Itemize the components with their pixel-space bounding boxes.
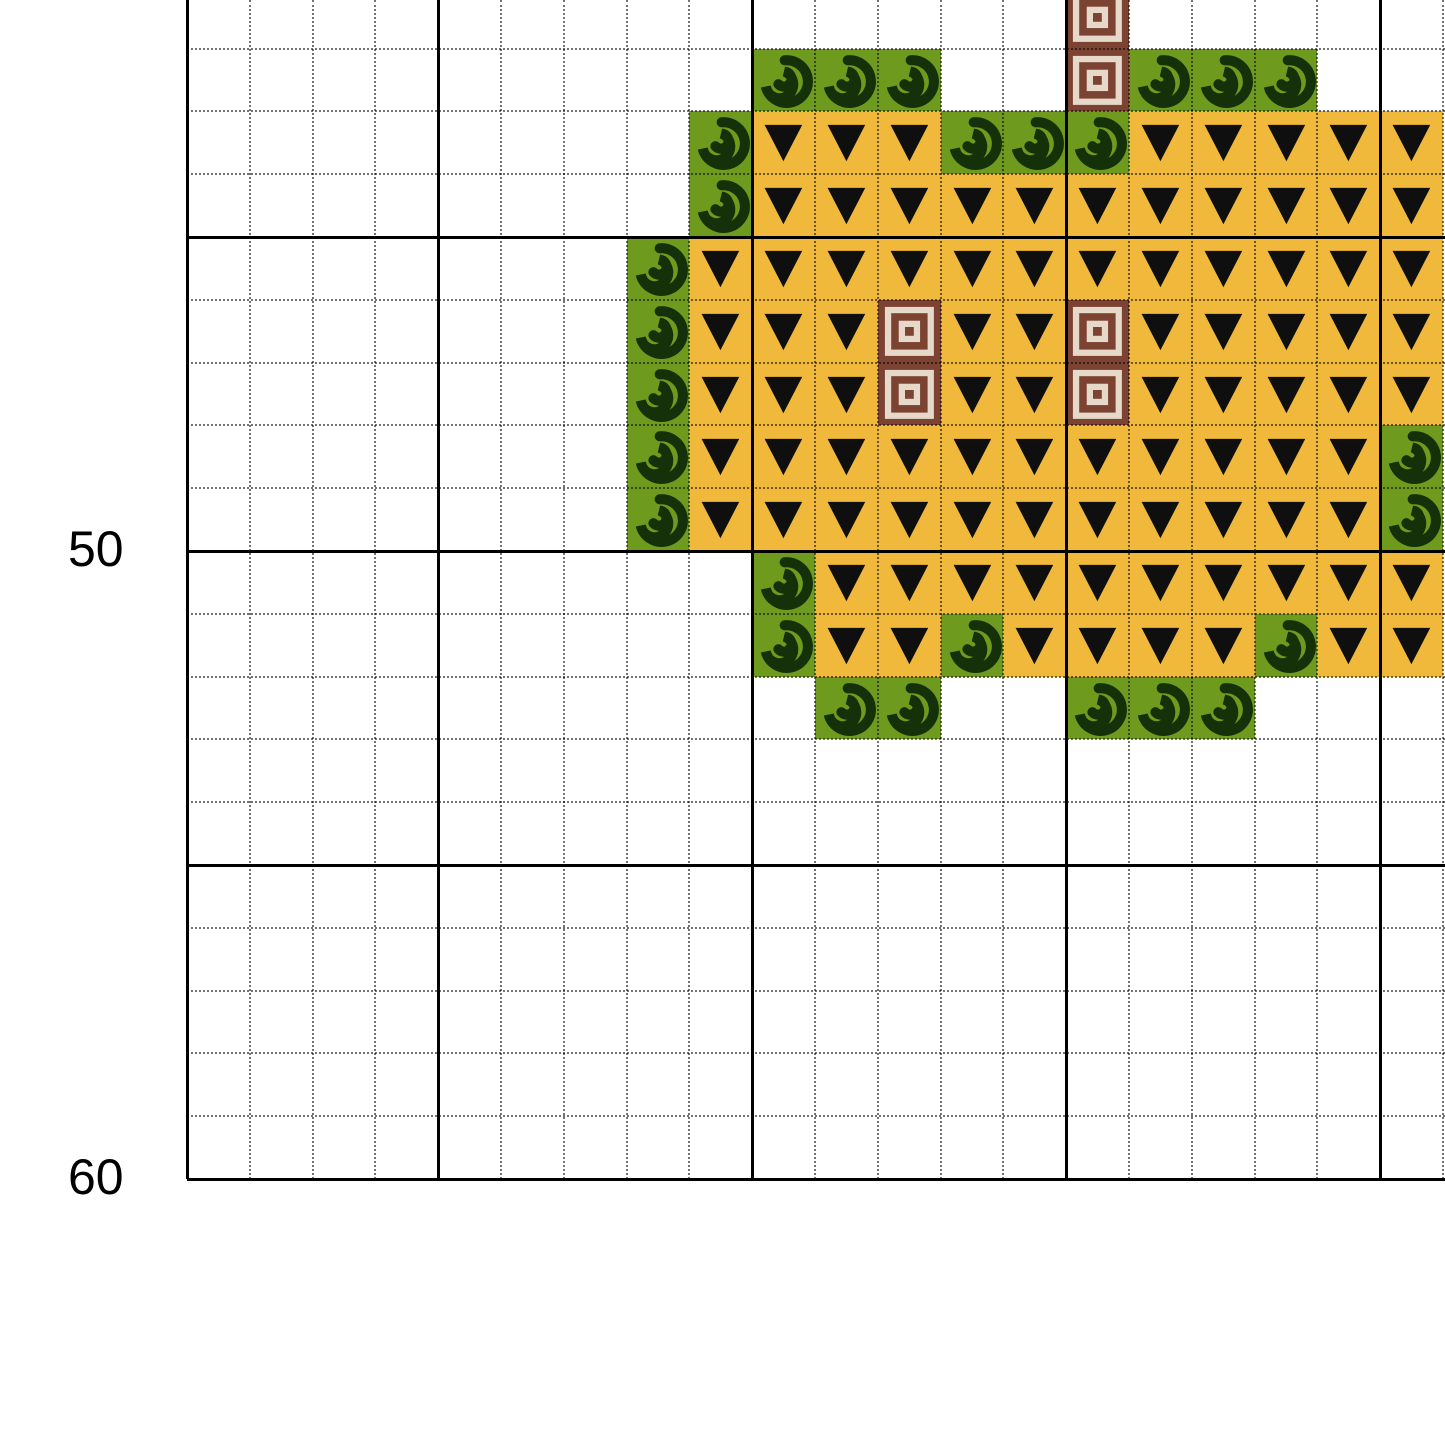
grid-minor-v [688,0,690,1179]
grid-minor-h [187,362,1445,364]
grid-frame-left [186,0,189,1179]
grid-minor-h [187,173,1445,175]
row-label-50: 50 [68,520,124,578]
grid-minor-v [374,0,376,1179]
grid-minor-h [187,1115,1445,1117]
grid-minor-v [814,0,816,1179]
grid-minor-h [187,110,1445,112]
grid-major-v [1065,0,1068,1179]
grid-minor-v [1191,0,1193,1179]
row-label-60: 60 [68,1148,124,1206]
grid-minor-h [187,299,1445,301]
grid-frame-bottom [187,1178,1445,1181]
grid-minor-v [1316,0,1318,1179]
cross-stitch-chart: 50 60 [0,0,1445,1445]
grid-major-v [751,0,754,1179]
grid-minor-h [187,990,1445,992]
grid-major-v [437,0,440,1179]
grid-minor-v [940,0,942,1179]
grid-minor-v [626,0,628,1179]
grid-minor-h [187,424,1445,426]
grid-minor-v [1002,0,1004,1179]
grid-minor-h [187,738,1445,740]
grid-major-h [187,550,1445,553]
grid-minor-h [187,676,1445,678]
grid-minor-v [500,0,502,1179]
grid-minor-h [187,801,1445,803]
grid-minor-v [249,0,251,1179]
grid-minor-v [1128,0,1130,1179]
grid-minor-v [563,0,565,1179]
grid-minor-h [187,1052,1445,1054]
grid-minor-v [877,0,879,1179]
grid-major-h [187,236,1445,239]
grid-minor-v [1254,0,1256,1179]
grid-major-h [187,864,1445,867]
grid-major-v [1379,0,1382,1179]
grid-minor-h [187,487,1445,489]
grid-minor-h [187,927,1445,929]
grid-minor-v [1442,0,1444,1179]
grid-minor-h [187,48,1445,50]
grid-minor-h [187,613,1445,615]
grid-minor-v [312,0,314,1179]
